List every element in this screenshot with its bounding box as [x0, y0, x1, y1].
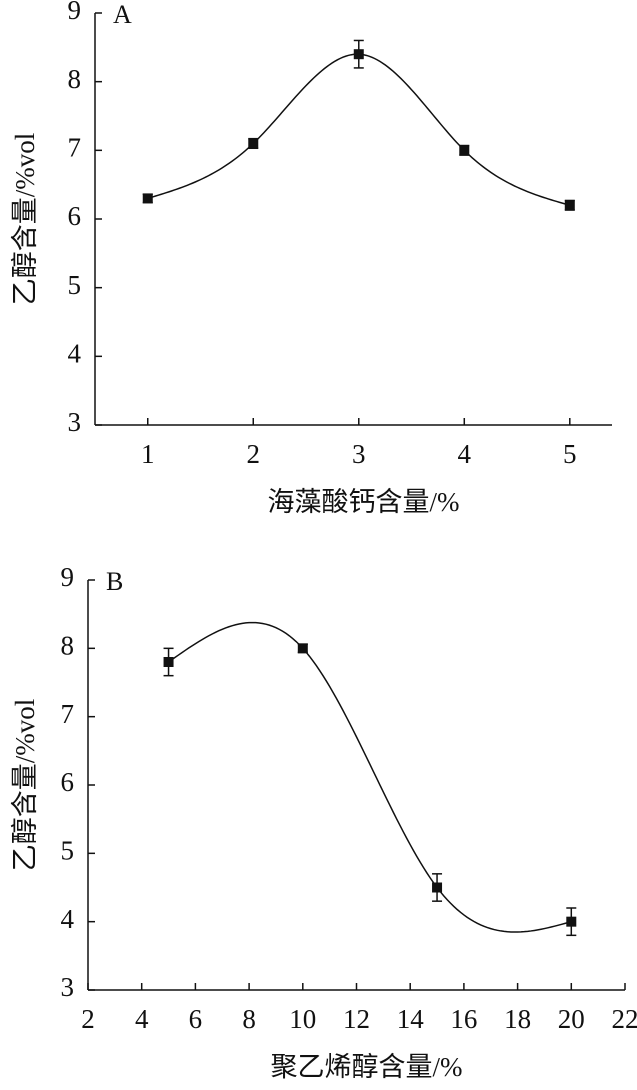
y-axis-title: 乙醇含量/%vol	[10, 133, 40, 306]
data-point	[248, 138, 258, 148]
y-tick-label: 5	[68, 270, 82, 300]
x-tick-label: 14	[397, 1004, 425, 1034]
y-tick-label: 4	[68, 339, 82, 369]
data-point	[164, 657, 174, 667]
y-tick-label: 4	[61, 904, 75, 934]
y-tick-label: 8	[61, 631, 75, 661]
x-tick-label: 2	[247, 439, 261, 469]
y-tick-label: 7	[61, 699, 75, 729]
fit-curve	[169, 623, 572, 932]
x-tick-label: 5	[563, 439, 577, 469]
x-tick-label: 6	[189, 1004, 203, 1034]
x-tick-label: 22	[612, 1004, 637, 1034]
x-tick-label: 4	[458, 439, 472, 469]
y-tick-label: 8	[68, 64, 82, 94]
data-point	[566, 917, 576, 927]
y-tick-label: 7	[68, 133, 82, 163]
y-tick-label: 9	[68, 0, 82, 25]
x-axis-title: 聚乙烯醇含量/%	[271, 1052, 463, 1082]
chart: 3 4 5 6 7 8 9 2 4 6 8 10 12 14 16 18 20 22 B 聚乙烯醇含量/% 乙醇含量/%…	[10, 562, 637, 1082]
y-tick-label: 6	[61, 767, 75, 797]
data-point	[143, 193, 153, 203]
y-tick-label: 3	[61, 972, 75, 1002]
y-tick-label: 9	[61, 562, 75, 592]
data-point	[565, 200, 575, 210]
data-point	[298, 643, 308, 653]
y-axis-title: 乙醇含量/%vol	[10, 699, 40, 872]
y-tick-label: 5	[61, 836, 75, 866]
y-tick-label: 6	[68, 201, 82, 231]
panel-label: A	[113, 0, 132, 29]
x-tick-label: 18	[504, 1004, 531, 1034]
panel-label: B	[106, 567, 123, 596]
x-axis-title: 海藻酸钙含量/%	[268, 487, 460, 517]
x-tick-label: 3	[352, 439, 366, 469]
data-point	[354, 49, 364, 59]
data-point	[432, 883, 442, 893]
x-tick-label: 2	[81, 1004, 95, 1034]
x-tick-label: 4	[135, 1004, 149, 1034]
fit-curve	[148, 54, 570, 205]
x-tick-label: 20	[558, 1004, 585, 1034]
chart: 3 4 5 6 7 8 9 1 2 3 4 5 A 海藻酸钙含量/% 乙醇含量/%vol	[10, 0, 612, 517]
y-tick-label: 3	[68, 407, 82, 437]
x-tick-label: 16	[450, 1004, 477, 1034]
x-tick-label: 1	[141, 439, 155, 469]
data-point	[459, 145, 469, 155]
x-tick-label: 10	[289, 1004, 316, 1034]
x-tick-label: 8	[242, 1004, 256, 1034]
x-tick-label: 12	[343, 1004, 370, 1034]
